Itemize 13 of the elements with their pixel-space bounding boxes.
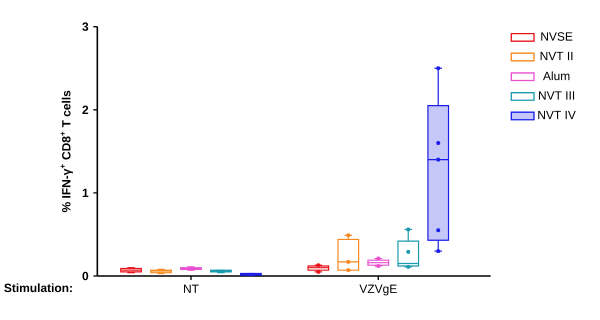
legend-label: NVSE [541,32,572,41]
y-tick-label: 1 [82,188,88,198]
x-tick-label: VZVgE [359,284,397,296]
y-tick-label: 2 [82,106,88,114]
legend-label: NVT III [538,91,574,100]
x-axis-title: Stimulation: [4,283,72,292]
y-tick-label: 0 [82,272,88,280]
y-axis-title: % IFN-γ$^{+}$ CD8$^{+}$ T cells [60,90,73,212]
legend-label: NVT II [540,52,572,60]
x-tick-label: NT [184,284,199,293]
y-tick-label: 3 [82,22,88,31]
legend-label: Alum [542,71,570,80]
legend-label: NVT IV [538,110,576,120]
